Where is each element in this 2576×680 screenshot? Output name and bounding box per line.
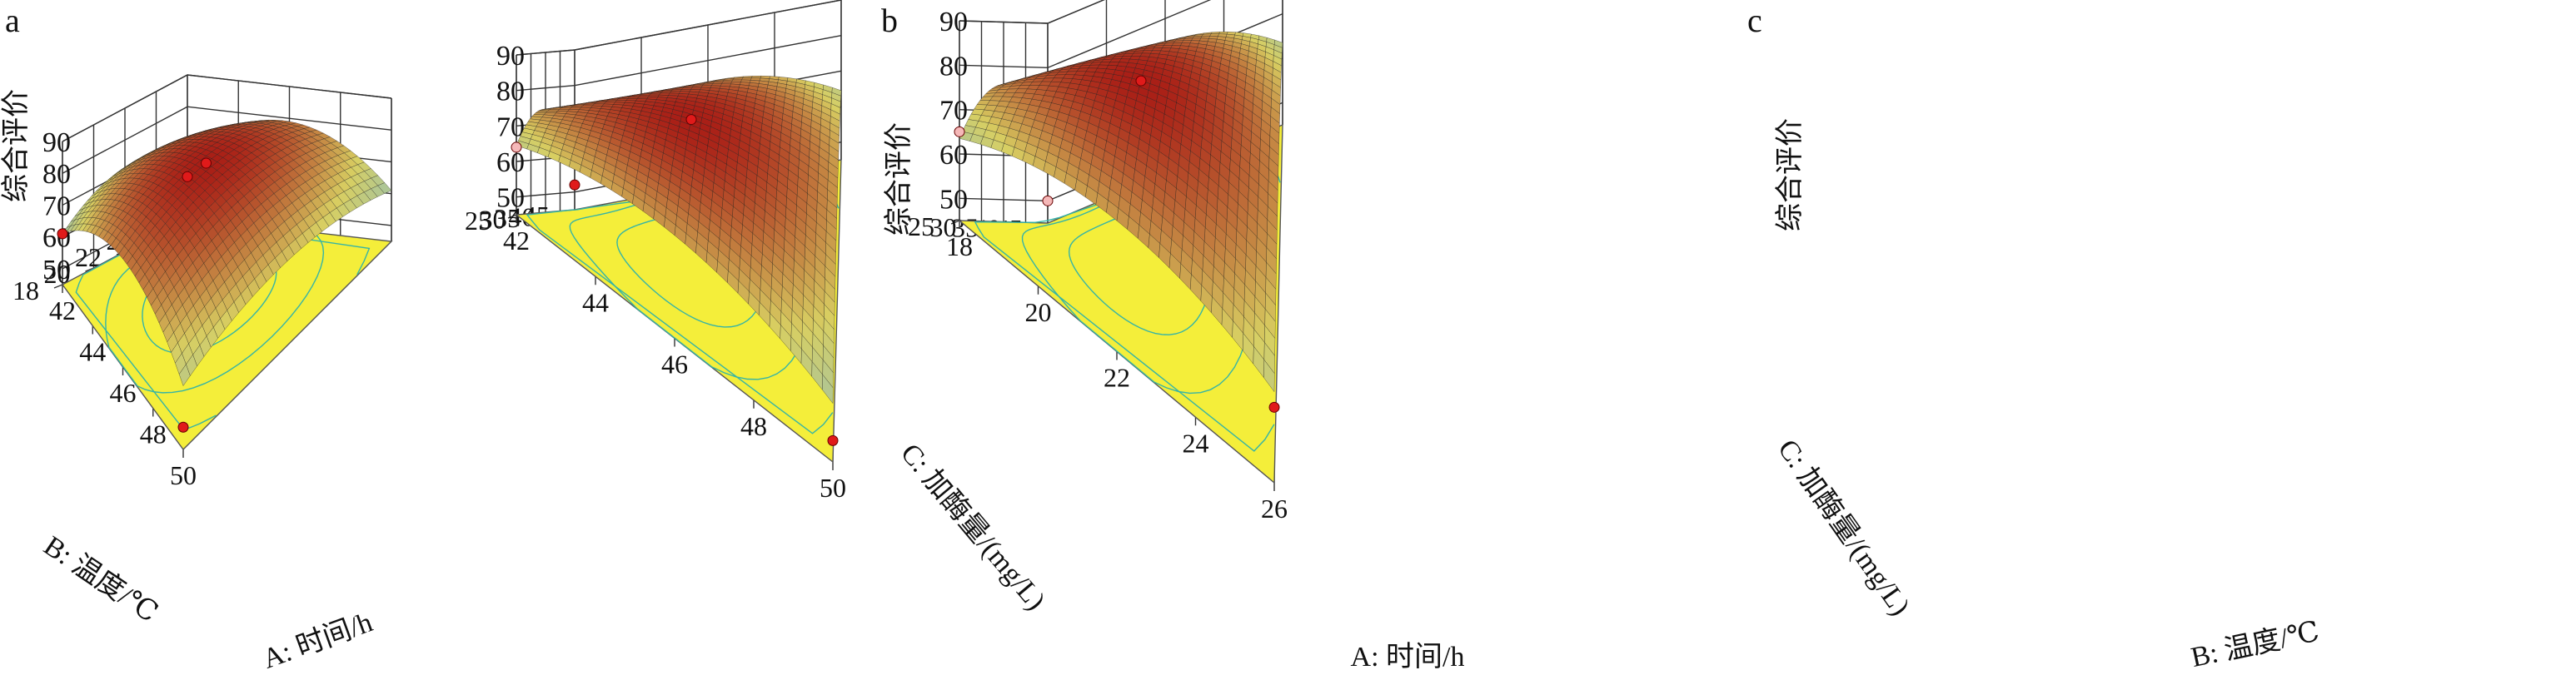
panel-label: b — [881, 2, 898, 39]
z-axis-label: 综合评价 — [0, 89, 32, 202]
z-tick-label: 50 — [496, 183, 525, 214]
z-tick-label: 70 — [42, 191, 71, 221]
x-axis-label: B: 温度/℃ — [2188, 615, 2322, 673]
x-tick-label: 48 — [740, 411, 767, 441]
z-tick-label: 90 — [496, 41, 525, 72]
surface-cell — [627, 97, 640, 99]
design-point — [1135, 75, 1147, 87]
surface-panel-c: c 506070809025303540451820222426 综合评价 C:… — [908, 0, 2322, 673]
y-tick — [950, 220, 960, 225]
y-tick-label: 30 — [930, 212, 957, 242]
design-point — [685, 114, 697, 126]
surface-cell — [1152, 47, 1163, 52]
surface-cell — [649, 92, 661, 96]
surface-cell — [1210, 31, 1221, 34]
design-point — [201, 157, 212, 169]
design-point — [1268, 401, 1280, 413]
z-tick-label: 60 — [939, 140, 968, 171]
z-tick-label: 60 — [42, 223, 71, 254]
z-tick-label: 90 — [939, 7, 968, 37]
y-tick-label: 25 — [465, 206, 491, 236]
x-tick-label: 50 — [170, 460, 197, 490]
surface-cell — [670, 89, 682, 92]
surface-cell — [571, 105, 584, 108]
z-tick-label: 60 — [496, 147, 525, 178]
z-tick-label: 80 — [939, 51, 968, 82]
design-point — [177, 421, 189, 433]
wall-gridline — [516, 0, 842, 56]
surface-cell — [742, 76, 753, 78]
x-axis-label: A: 时间/h — [1351, 642, 1465, 673]
x-tick-label: 22 — [1104, 363, 1130, 393]
design-point — [57, 228, 68, 240]
z-axis-label: 综合评价 — [883, 122, 914, 236]
surface-cell — [638, 94, 650, 97]
design-point — [182, 171, 193, 182]
surface-cell — [1201, 33, 1212, 37]
design-point — [954, 126, 965, 137]
surface-cell — [593, 102, 606, 105]
z-axis-label: 综合评价 — [1774, 118, 1806, 231]
x-tick-label: 50 — [820, 473, 846, 503]
z-tick-label: 50 — [939, 184, 968, 215]
design-point — [827, 434, 839, 446]
surface-cell — [660, 91, 672, 94]
surface-cell — [615, 98, 629, 101]
wall-gridline — [959, 0, 1105, 24]
surface-cell — [1192, 35, 1203, 39]
x-tick-label: 26 — [1261, 494, 1288, 524]
surface-cell — [1263, 359, 1275, 393]
surface-cell — [722, 79, 734, 82]
x-tick-label: 48 — [140, 419, 167, 449]
surface-cell — [1162, 45, 1173, 49]
y-axis-label: B: 温度/℃ — [38, 529, 164, 628]
x-tick-label: 46 — [661, 350, 688, 380]
surface-cell — [1183, 37, 1193, 41]
x-tick-label: 18 — [946, 231, 973, 261]
z-tick-label: 80 — [42, 159, 71, 190]
y-axis-label: C: 加酶量/(mg/L) — [1771, 434, 1916, 621]
wall-gridline — [516, 0, 842, 56]
x-tick-label: 46 — [110, 378, 137, 408]
surface-cell — [822, 374, 834, 405]
y-axis-label: C: 加酶量/(mg/L) — [894, 438, 1052, 617]
design-point — [1042, 195, 1054, 206]
y-tick-label: 25 — [908, 211, 934, 241]
design-point — [511, 141, 522, 153]
z-tick-label: 80 — [496, 77, 525, 107]
design-point — [569, 179, 580, 191]
surface-cell — [701, 83, 714, 87]
z-tick-label: 90 — [42, 127, 71, 158]
y-tick — [53, 284, 63, 289]
x-tick-label: 20 — [1025, 297, 1052, 327]
surface-cell — [581, 103, 595, 107]
panel-label: c — [1747, 2, 1762, 39]
x-tick-label: 44 — [79, 337, 106, 367]
surface-cell — [680, 87, 693, 90]
surface-cell — [178, 364, 191, 387]
surface-cell — [605, 100, 617, 103]
y-tick-label: 18 — [12, 275, 39, 305]
surface-cell — [691, 85, 703, 88]
y-tick-label: 30 — [480, 205, 506, 235]
x-tick-label: 42 — [49, 295, 76, 325]
panel-label: a — [5, 2, 20, 39]
x-tick-label: 44 — [582, 287, 609, 317]
y-tick — [507, 214, 517, 219]
surface-cell — [732, 77, 743, 81]
surface-cell — [1173, 40, 1184, 43]
z-tick-label: 70 — [939, 96, 968, 127]
surface-panel-a: a 506070809018202224264244464850 综合评价 B:… — [0, 2, 393, 675]
wall-gridline — [959, 0, 1105, 24]
z-tick-label: 50 — [42, 255, 71, 285]
x-tick-label: 42 — [503, 226, 530, 256]
x-tick-label: 24 — [1183, 428, 1209, 458]
surface-cell — [712, 82, 724, 84]
x-axis-label: A: 时间/h — [259, 607, 376, 675]
